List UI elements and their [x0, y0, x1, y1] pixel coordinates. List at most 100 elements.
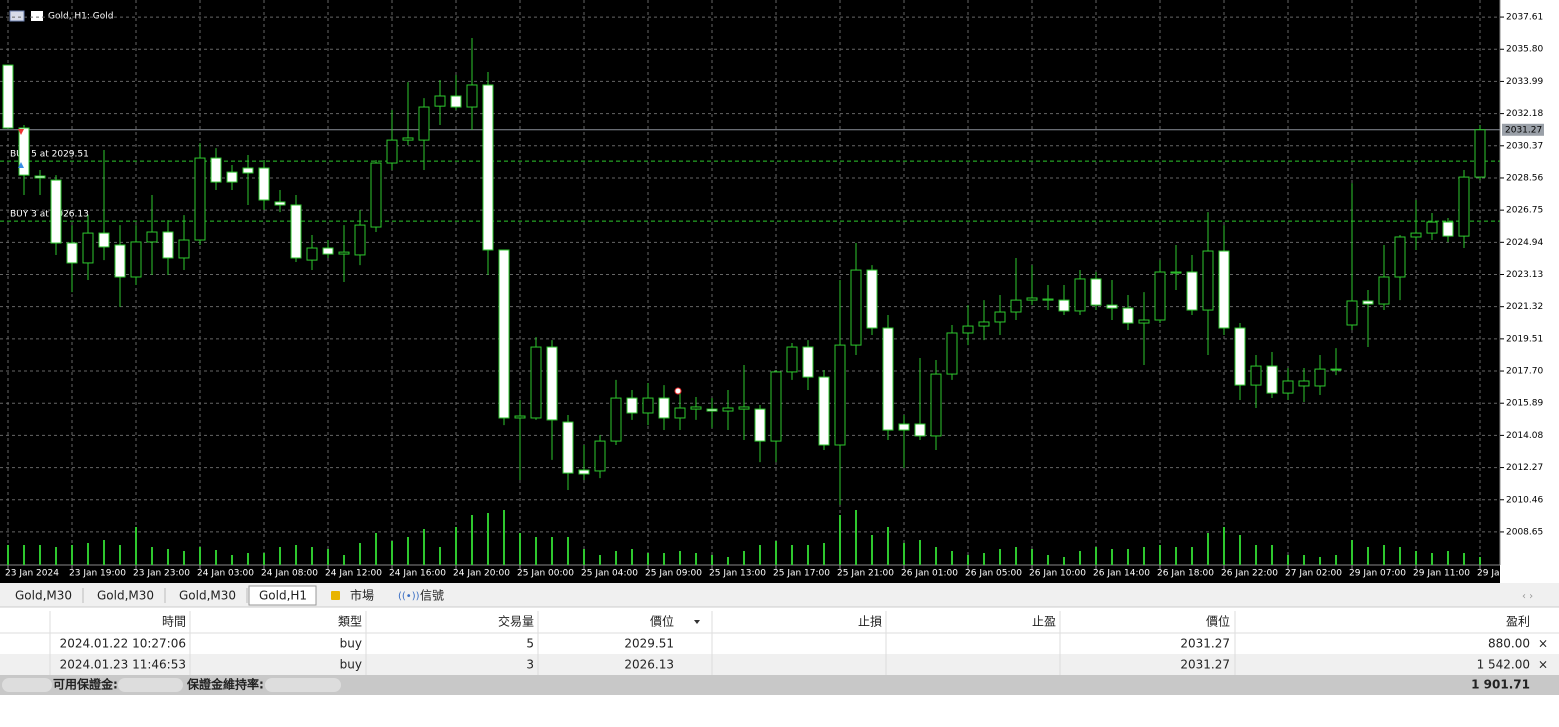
- volume-bar: [775, 541, 777, 565]
- candle-body: [98, 232, 110, 248]
- close-button[interactable]: ×: [1538, 658, 1548, 672]
- volume-bar: [935, 547, 937, 565]
- volume-bar: [471, 515, 473, 565]
- volume-bar: [551, 537, 553, 565]
- volume-bar: [1255, 545, 1257, 565]
- candle-body: [1330, 368, 1342, 371]
- candle-body: [1266, 365, 1278, 394]
- candle-body: [1394, 236, 1406, 278]
- volume-bar: [1015, 547, 1017, 565]
- volume-bar: [135, 527, 137, 565]
- trade-label: BUY 3 at 2026.13: [10, 210, 89, 220]
- candle-body: [1314, 368, 1326, 387]
- tab-label[interactable]: Gold,M30: [15, 589, 72, 603]
- volume-bar: [71, 545, 73, 565]
- active-tab[interactable]: [248, 585, 317, 606]
- volume-bar: [1175, 547, 1177, 565]
- column-header[interactable]: 類型: [338, 615, 362, 629]
- candle-body: [1186, 271, 1198, 311]
- volume-bar: [615, 551, 617, 565]
- column-header[interactable]: 交易量: [498, 614, 534, 629]
- candle-body: [290, 204, 302, 259]
- volume-bar: [1319, 557, 1321, 565]
- candle-body: [850, 269, 862, 346]
- y-tick-label: 2012.27: [1506, 463, 1543, 473]
- volume-bar: [1335, 555, 1337, 565]
- candle-body: [306, 247, 318, 261]
- x-tick-label: 26 Jan 05:00: [965, 569, 1022, 579]
- x-tick-label: 24 Jan 16:00: [389, 569, 446, 579]
- candle-body: [34, 175, 46, 179]
- tab-label[interactable]: 市場: [350, 588, 374, 603]
- volume-bar: [1303, 555, 1305, 565]
- candle-body: [530, 346, 542, 419]
- window-icon: [9, 10, 25, 22]
- candle-body: [1346, 300, 1358, 326]
- volume-bar: [759, 545, 761, 565]
- y-tick-label: 2021.32: [1506, 302, 1543, 312]
- volume-bar: [663, 553, 665, 565]
- column-header[interactable]: 時間: [162, 615, 186, 629]
- column-header[interactable]: 價位: [650, 614, 674, 629]
- volume-bar: [695, 553, 697, 565]
- volume-bar: [151, 547, 153, 565]
- table-header: [0, 611, 1559, 633]
- y-tick-label: 2015.89: [1506, 399, 1543, 409]
- tab-label[interactable]: Gold,H1: [259, 589, 307, 603]
- column-header[interactable]: 盈利: [1506, 615, 1530, 629]
- x-tick-label: 25 Jan 17:00: [773, 569, 830, 579]
- candle-body: [66, 242, 78, 264]
- x-tick-label: 27 Jan 02:00: [1285, 569, 1342, 579]
- volume-bar: [743, 551, 745, 565]
- column-header[interactable]: 價位: [1206, 614, 1230, 629]
- candle-body: [370, 162, 382, 228]
- volume-bar: [839, 515, 841, 565]
- trade-arrow: [18, 129, 24, 135]
- candle-body: [658, 397, 670, 419]
- volume-bar: [1287, 555, 1289, 565]
- volume-bar: [567, 537, 569, 565]
- close-button[interactable]: ×: [1538, 637, 1548, 651]
- candle-body: [882, 327, 894, 431]
- volume-bar: [7, 545, 9, 565]
- tab-label[interactable]: 信號: [420, 589, 444, 603]
- column-header[interactable]: 止損: [858, 614, 882, 629]
- candle-body: [1074, 278, 1086, 312]
- volume-bar: [1447, 551, 1449, 565]
- x-tick-label: 26 Jan 10:00: [1029, 569, 1086, 579]
- volume-bar: [823, 543, 825, 565]
- candle-body: [786, 346, 798, 373]
- volume-bar: [1111, 549, 1113, 565]
- column-header[interactable]: 止盈: [1032, 615, 1056, 629]
- footer-label: 保證金維持率:: [186, 677, 264, 692]
- candle-body: [338, 251, 350, 255]
- tab-label[interactable]: Gold,M30: [97, 589, 154, 603]
- tab-label[interactable]: Gold,M30: [179, 589, 236, 603]
- volume-bar: [391, 541, 393, 565]
- volume-bar: [439, 547, 441, 565]
- volume-bar: [183, 551, 185, 565]
- x-tick-label: 26 Jan 22:00: [1221, 569, 1278, 579]
- volume-bar: [215, 550, 217, 565]
- volume-bar: [167, 549, 169, 565]
- x-tick-label: 23 Jan 2024: [5, 569, 59, 579]
- candle-body: [1154, 271, 1166, 321]
- x-tick-label: 26 Jan 18:00: [1157, 569, 1214, 579]
- volume-bar: [1239, 535, 1241, 565]
- volume-bar: [951, 551, 953, 565]
- y-tick-label: 2033.99: [1506, 77, 1543, 87]
- candle-body: [1042, 298, 1054, 301]
- candle-body: [1442, 221, 1454, 237]
- chart-background: [0, 0, 1559, 583]
- volume-bar: [647, 553, 649, 565]
- candle-body: [1378, 276, 1390, 305]
- volume-bar: [1383, 545, 1385, 565]
- table-cell: 2024.01.23 11:46:53: [60, 658, 186, 672]
- candle-body: [802, 346, 814, 378]
- candle-body: [402, 137, 414, 141]
- table-cell: 3: [526, 658, 534, 672]
- candle-body: [242, 167, 254, 174]
- trade-arrow: [18, 162, 24, 168]
- volume-bar: [311, 547, 313, 565]
